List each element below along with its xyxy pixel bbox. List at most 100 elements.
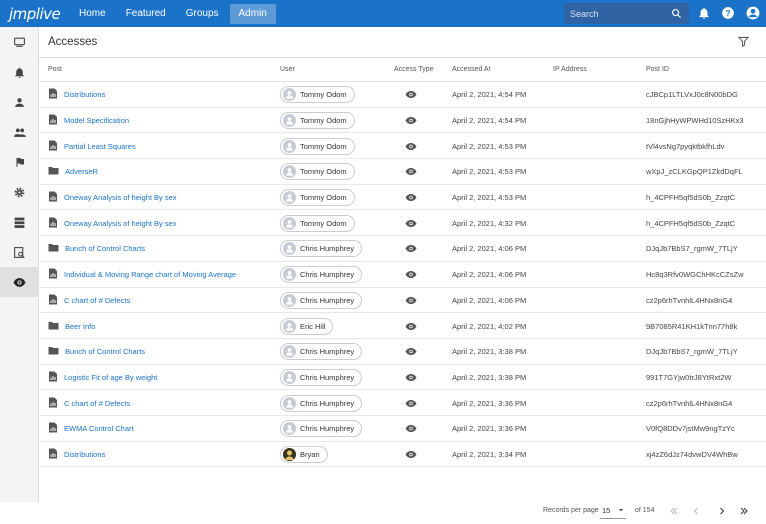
post-cell: Bunch of Control Charts	[48, 236, 145, 262]
sidebar-item-groups[interactable]	[0, 117, 39, 147]
user-chip[interactable]: Tommy Odom	[280, 214, 355, 232]
nav-home[interactable]: Home	[79, 7, 106, 19]
eye-icon	[405, 450, 417, 458]
search-input[interactable]	[564, 8, 664, 19]
post-link[interactable]: C chart of # Defects	[64, 398, 131, 408]
sidebar-item-flags[interactable]	[0, 147, 39, 177]
user-chip[interactable]: Chris Humphrey	[280, 343, 363, 361]
table-row[interactable]: Oneway Analysis of height By sex Tommy Od…	[39, 185, 766, 211]
sidebar-item-storage[interactable]	[0, 207, 39, 237]
table-row[interactable]: Oneway Analysis of height By sex Tommy Od…	[39, 210, 766, 237]
col-ip[interactable]: IP Address	[553, 66, 587, 73]
user-chip[interactable]: Tommy Odom	[280, 112, 355, 130]
user-chip[interactable]: Chris Humphrey	[280, 240, 363, 258]
post-link[interactable]: Beer Info	[65, 321, 96, 331]
table-row[interactable]: EWMA Control Chart Chris Humphrey April 2,…	[39, 416, 766, 442]
eye-icon	[405, 348, 417, 356]
prev-page-icon[interactable]	[690, 505, 702, 517]
col-access-type[interactable]: Access Type	[394, 66, 434, 73]
post-link[interactable]: Bunch of Control Charts	[65, 347, 146, 357]
post-link[interactable]: Oneway Analysis of height By sex	[64, 218, 177, 228]
table-row[interactable]: Model Specification Tommy Odom April 2, 20…	[39, 108, 766, 134]
post-link[interactable]: Logistic Fit of age By weight	[64, 372, 158, 382]
table-body: Distributions Tommy Odom April 2, 2021, 4:…	[39, 82, 766, 468]
user-chip[interactable]: Chris Humphrey	[280, 266, 363, 284]
post-link[interactable]: AdverseR	[65, 167, 98, 177]
post-link[interactable]: C chart of # Defects	[64, 295, 131, 305]
sidebar-item-settings[interactable]	[0, 177, 39, 207]
post-link[interactable]: Model Specification	[64, 116, 130, 126]
post-link[interactable]: Distributions	[64, 449, 106, 459]
search-icon[interactable]	[671, 8, 682, 19]
first-page-icon[interactable]	[668, 505, 680, 517]
user-chip[interactable]: Chris Humphrey	[280, 368, 363, 386]
user-chip[interactable]: Tommy Odom	[280, 163, 355, 181]
post-cell: Beer Info	[48, 313, 95, 339]
post-link[interactable]: Partial Least Squares	[64, 141, 136, 151]
user-chip[interactable]: Tommy Odom	[280, 86, 355, 104]
table-row[interactable]: Individual & Moving Range chart of Movin…	[39, 262, 766, 288]
avatar	[283, 319, 296, 333]
sidebar-item-users[interactable]	[0, 87, 39, 117]
user-chip[interactable]: Chris Humphrey	[280, 420, 363, 438]
sidebar-item-dashboard[interactable]	[0, 27, 39, 57]
filter-icon[interactable]	[738, 36, 749, 47]
post-link[interactable]: Distributions	[64, 90, 106, 100]
table-row[interactable]: AdverseR Tommy Odom April 2, 2021, 4:53 PM…	[39, 159, 766, 185]
post-link[interactable]: Oneway Analysis of height By sex	[64, 193, 177, 203]
user-chip[interactable]: Chris Humphrey	[280, 291, 363, 309]
post-link[interactable]: Bunch of Control Charts	[65, 244, 146, 254]
col-post[interactable]: Post	[48, 66, 63, 73]
avatar	[283, 165, 296, 179]
table-row[interactable]: Distributions Bryan April 2, 2021, 3:34 PM…	[39, 442, 766, 468]
table-row[interactable]: C chart of # Defects Chris Humphrey April …	[39, 390, 766, 416]
access-type-cell	[405, 159, 417, 185]
sidebar-item-accesses[interactable]	[0, 267, 39, 297]
table-row[interactable]: C chart of # Defects Chris Humphrey April …	[39, 288, 766, 314]
user-chip[interactable]: Bryan	[280, 445, 328, 463]
post-id-cell: cz2p6rhTvnhlL4HNx8nG4	[646, 398, 733, 408]
user-cell: Chris Humphrey	[280, 365, 363, 391]
nav-groups[interactable]: Groups	[185, 7, 219, 19]
next-page-icon[interactable]	[716, 505, 728, 517]
eye-icon	[405, 117, 417, 125]
table-row[interactable]: Beer Info Eric Hill April 2, 2021, 4:02 PM…	[39, 313, 766, 339]
post-id-cell: cJBCp1LTLVxJ0c8N00bDG	[646, 90, 738, 100]
post-link[interactable]: Individual & Moving Range chart of Movin…	[64, 270, 237, 280]
user-chip[interactable]: Eric Hill	[280, 317, 334, 335]
sidebar-item-notifications[interactable]	[0, 57, 39, 87]
table-row[interactable]: Distributions Tommy Odom April 2, 2021, 4:…	[39, 82, 766, 108]
post-link[interactable]: EWMA Control Chart	[64, 424, 134, 434]
access-type-cell	[405, 210, 417, 236]
sidebar-item-search-log[interactable]	[0, 237, 39, 267]
records-per-page-select[interactable]: 15	[600, 503, 626, 519]
accessed-at-cell: April 2, 2021, 3:38 PM	[452, 347, 527, 357]
app-logo[interactable]: jmplive	[9, 4, 61, 23]
user-cell: Tommy Odom	[280, 185, 355, 211]
user-name: Tommy Odom	[300, 90, 347, 100]
post-cell: EWMA Control Chart	[48, 416, 134, 442]
col-post-id[interactable]: Post ID	[646, 66, 669, 73]
accessed-at-cell: April 2, 2021, 4:54 PM	[452, 90, 527, 100]
account-icon[interactable]	[746, 6, 760, 20]
last-page-icon[interactable]	[738, 505, 750, 517]
notifications-icon[interactable]	[697, 6, 711, 20]
table-row[interactable]: Partial Least Squares Tommy Odom April 2, …	[39, 133, 766, 160]
post-cell: Distributions	[48, 442, 105, 468]
avatar	[283, 216, 296, 230]
user-chip[interactable]: Tommy Odom	[280, 189, 355, 207]
nav-admin[interactable]: Admin	[229, 3, 276, 24]
post-cell: Bunch of Control Charts	[48, 339, 145, 365]
table-row[interactable]: Bunch of Control Charts Chris Humphrey Apr…	[39, 236, 766, 262]
col-accessed-at[interactable]: Accessed At	[452, 66, 491, 73]
user-cell: Chris Humphrey	[280, 416, 363, 442]
user-chip[interactable]: Tommy Odom	[280, 137, 355, 155]
col-user[interactable]: User	[280, 66, 295, 73]
accessed-at-cell: April 2, 2021, 3:34 PM	[452, 449, 527, 459]
nav-featured[interactable]: Featured	[125, 7, 166, 19]
eye-icon	[405, 425, 417, 433]
table-row[interactable]: Bunch of Control Charts Chris Humphrey Apr…	[39, 339, 766, 365]
table-row[interactable]: Logistic Fit of age By weight Chris Humph…	[39, 365, 766, 391]
user-chip[interactable]: Chris Humphrey	[280, 394, 363, 412]
help-icon[interactable]: ?	[721, 6, 735, 20]
